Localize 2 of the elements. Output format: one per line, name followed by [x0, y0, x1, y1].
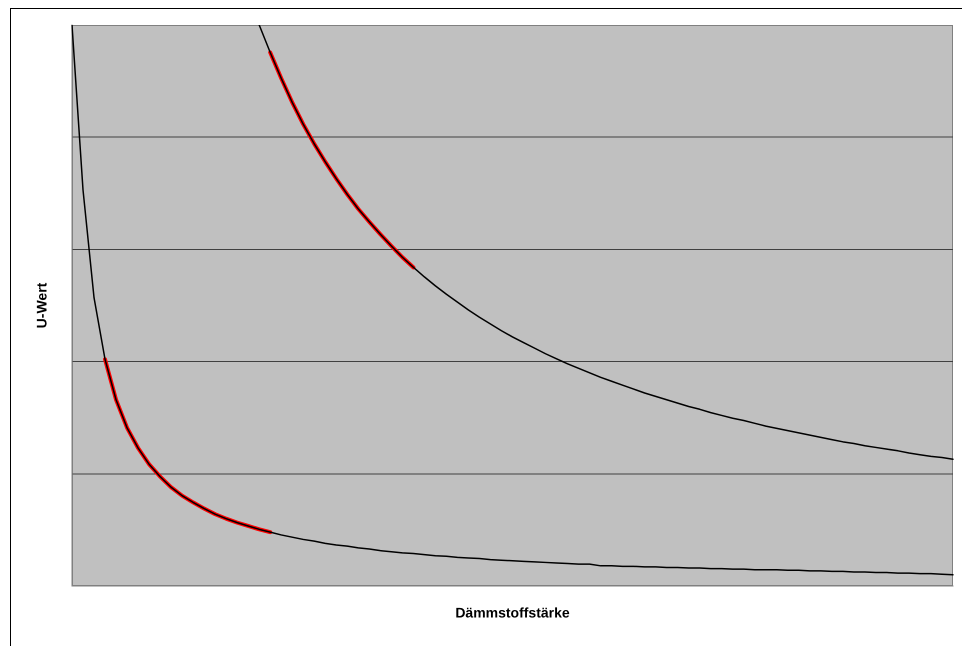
- x-axis-title: Dämmstoffstärke: [455, 604, 570, 620]
- y-axis-title: U-Wert: [33, 282, 50, 328]
